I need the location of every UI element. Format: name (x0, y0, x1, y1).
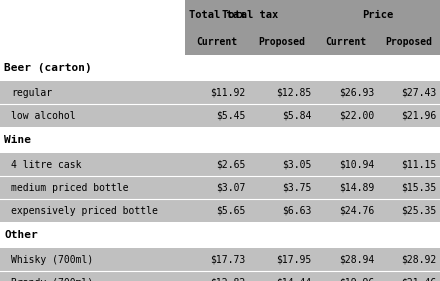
Text: $19.96: $19.96 (339, 278, 374, 281)
Bar (0, 0, 185, 30)
Bar (185, 30, 440, 55)
Bar (0, 222, 440, 248)
Text: $28.94: $28.94 (339, 255, 374, 265)
Text: Current: Current (326, 37, 367, 47)
Bar (0, 153, 440, 176)
Text: $17.73: $17.73 (210, 255, 245, 265)
Text: Price: Price (362, 10, 393, 20)
Text: Proposed: Proposed (258, 37, 305, 47)
Text: $28.92: $28.92 (401, 255, 436, 265)
Bar (0, 176, 440, 199)
Text: $27.43: $27.43 (401, 88, 436, 98)
Text: $14.89: $14.89 (339, 183, 374, 193)
Bar (0, 30, 185, 55)
Bar (0, 55, 440, 81)
Text: Total tax: Total tax (222, 10, 278, 20)
Text: $6.63: $6.63 (282, 206, 311, 216)
Text: $17.95: $17.95 (276, 255, 311, 265)
Text: Whisky (700ml): Whisky (700ml) (11, 255, 93, 265)
Text: $12.85: $12.85 (276, 88, 311, 98)
Text: Beer (carton): Beer (carton) (4, 63, 92, 73)
Text: $15.35: $15.35 (401, 183, 436, 193)
Text: $21.96: $21.96 (401, 111, 436, 121)
Text: $24.76: $24.76 (339, 206, 374, 216)
Bar (0, 271, 440, 281)
Text: $21.46: $21.46 (401, 278, 436, 281)
Text: medium priced bottle: medium priced bottle (11, 183, 128, 193)
Text: $5.65: $5.65 (216, 206, 245, 216)
Text: $25.35: $25.35 (401, 206, 436, 216)
Text: Brandy (700ml): Brandy (700ml) (11, 278, 93, 281)
Text: $3.07: $3.07 (216, 183, 245, 193)
Text: $26.93: $26.93 (339, 88, 374, 98)
Bar (0, 199, 440, 222)
Text: Wine: Wine (4, 135, 31, 145)
Text: $10.94: $10.94 (339, 160, 374, 170)
Text: $22.00: $22.00 (339, 111, 374, 121)
Text: $11.15: $11.15 (401, 160, 436, 170)
Text: $2.65: $2.65 (216, 160, 245, 170)
Bar (185, 0, 440, 30)
Text: expensively priced bottle: expensively priced bottle (11, 206, 158, 216)
Text: regular: regular (11, 88, 52, 98)
Bar (0, 104, 440, 127)
Text: Current: Current (196, 37, 237, 47)
Text: $14.44: $14.44 (276, 278, 311, 281)
Text: Other: Other (4, 230, 38, 240)
Text: Proposed: Proposed (385, 37, 432, 47)
Bar (0, 81, 440, 104)
Text: $5.45: $5.45 (216, 111, 245, 121)
Text: $12.82: $12.82 (210, 278, 245, 281)
Text: Total tax: Total tax (189, 10, 245, 20)
Text: low alcohol: low alcohol (11, 111, 76, 121)
Bar (0, 127, 440, 153)
Text: $11.92: $11.92 (210, 88, 245, 98)
Bar (0, 248, 440, 271)
Text: 4 litre cask: 4 litre cask (11, 160, 81, 170)
Text: $3.05: $3.05 (282, 160, 311, 170)
Text: $5.84: $5.84 (282, 111, 311, 121)
Text: $3.75: $3.75 (282, 183, 311, 193)
